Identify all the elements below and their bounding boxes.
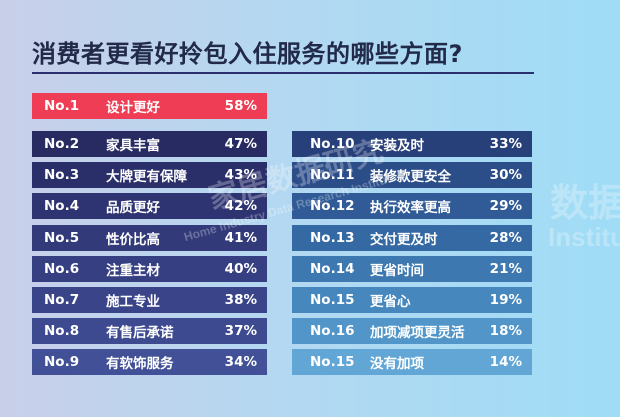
rank-value: 14%	[489, 354, 522, 370]
rank-label: 家具丰富	[106, 138, 160, 154]
rank-value: 58%	[224, 98, 257, 114]
rank-row: No.12 执行效率更高 29%	[292, 193, 532, 219]
rank-row: No.14 更省时间 21%	[292, 256, 532, 282]
rank-number: No.2	[44, 136, 80, 152]
rank-value: 29%	[489, 198, 522, 214]
rank-value: 33%	[489, 136, 522, 152]
rank-label: 执行效率更高	[370, 200, 451, 216]
rank-label: 有软饰服务	[106, 356, 174, 372]
rank-value: 40%	[224, 261, 257, 277]
rank-label: 安装及时	[370, 138, 424, 154]
rank-number: No.4	[44, 198, 80, 214]
watermark-text-right: 数据	[550, 183, 620, 225]
rank-row: No.13 交付更及时 28%	[292, 225, 532, 251]
rank-row: No.8 有售后承诺 37%	[32, 318, 267, 344]
rank-number: No.14	[310, 261, 355, 277]
rank-number: No.5	[44, 230, 80, 246]
rank-number: No.15	[310, 292, 355, 308]
rank-label: 大牌更有保障	[106, 169, 187, 185]
rank-label: 没有加项	[370, 356, 424, 372]
chart-title: 消费者更看好拎包入住服务的哪些方面?	[32, 40, 463, 68]
rank-value: 19%	[489, 292, 522, 308]
rank-row: No.7 施工专业 38%	[32, 287, 267, 313]
rank-number: No.10	[310, 136, 355, 152]
rank-value: 47%	[224, 136, 257, 152]
rank-value: 37%	[224, 323, 257, 339]
rank-number: No.15	[310, 354, 355, 370]
rank-row: No.9 有软饰服务 34%	[32, 349, 267, 375]
rank-label: 更省时间	[370, 263, 424, 279]
rank-value: 21%	[489, 261, 522, 277]
rank-value: 38%	[224, 292, 257, 308]
rank-row: No.6 注重主材 40%	[32, 256, 267, 282]
rank-value: 18%	[489, 323, 522, 339]
rank-value: 43%	[224, 167, 257, 183]
rank-label: 设计更好	[106, 100, 160, 116]
rank-value: 42%	[224, 198, 257, 214]
rank-label: 性价比高	[106, 232, 160, 248]
rank-row: No.3 大牌更有保障 43%	[32, 162, 267, 188]
rank-number: No.11	[310, 167, 355, 183]
rank-label: 交付更及时	[370, 232, 438, 248]
rank-row: No.10 安装及时 33%	[292, 131, 532, 157]
rank-label: 装修款更安全	[370, 169, 451, 185]
rank-label: 有售后承诺	[106, 325, 174, 341]
rank-row: No.4 品质更好 42%	[32, 193, 267, 219]
rank-value: 30%	[489, 167, 522, 183]
rank-number: No.9	[44, 354, 80, 370]
rank-row: No.16 加项减项更灵活 18%	[292, 318, 532, 344]
watermark-subtext-right: Institu	[548, 222, 620, 252]
rank-number: No.1	[44, 98, 80, 114]
rank-value: 41%	[224, 230, 257, 246]
rank-value: 34%	[224, 354, 257, 370]
rank-number: No.8	[44, 323, 80, 339]
rank-number: No.12	[310, 198, 355, 214]
rank-label: 加项减项更灵活	[370, 325, 465, 341]
rank-row: No.1 设计更好 58%	[32, 93, 267, 119]
rank-row: No.2 家具丰富 47%	[32, 131, 267, 157]
rank-row: No.15 没有加项 14%	[292, 349, 532, 375]
rank-label: 施工专业	[106, 294, 160, 310]
rank-number: No.6	[44, 261, 80, 277]
title-underline	[32, 72, 534, 74]
rank-row: No.15 更省心 19%	[292, 287, 532, 313]
rank-number: No.13	[310, 230, 355, 246]
rank-label: 注重主材	[106, 263, 160, 279]
rank-label: 更省心	[370, 294, 411, 310]
rank-value: 28%	[489, 230, 522, 246]
rank-number: No.16	[310, 323, 355, 339]
rank-label: 品质更好	[106, 200, 160, 216]
rank-number: No.3	[44, 167, 80, 183]
rank-row: No.5 性价比高 41%	[32, 225, 267, 251]
rank-number: No.7	[44, 292, 80, 308]
rank-row: No.11 装修款更安全 30%	[292, 162, 532, 188]
